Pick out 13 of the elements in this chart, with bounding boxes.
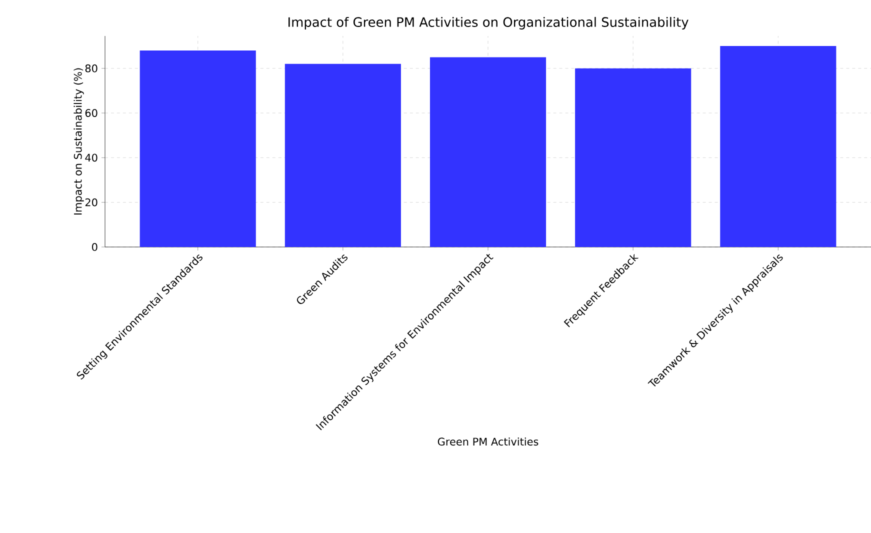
y-axis-title: Impact on Sustainability (%) bbox=[74, 68, 84, 215]
y-tick-label: 80 bbox=[85, 64, 98, 72]
y-tick-label: 40 bbox=[85, 154, 98, 162]
x-axis-title: Green PM Activities bbox=[438, 438, 538, 446]
bar bbox=[430, 57, 546, 247]
bar bbox=[575, 68, 692, 247]
y-tick-label: 20 bbox=[85, 198, 98, 206]
bar bbox=[284, 64, 401, 247]
chart-title: Impact of Green PM Activities on Organizational Sustainability bbox=[288, 16, 688, 30]
y-tick-label: 60 bbox=[85, 109, 98, 117]
bar bbox=[140, 50, 256, 247]
bar bbox=[720, 46, 836, 247]
y-tick-label: 0 bbox=[92, 243, 98, 251]
